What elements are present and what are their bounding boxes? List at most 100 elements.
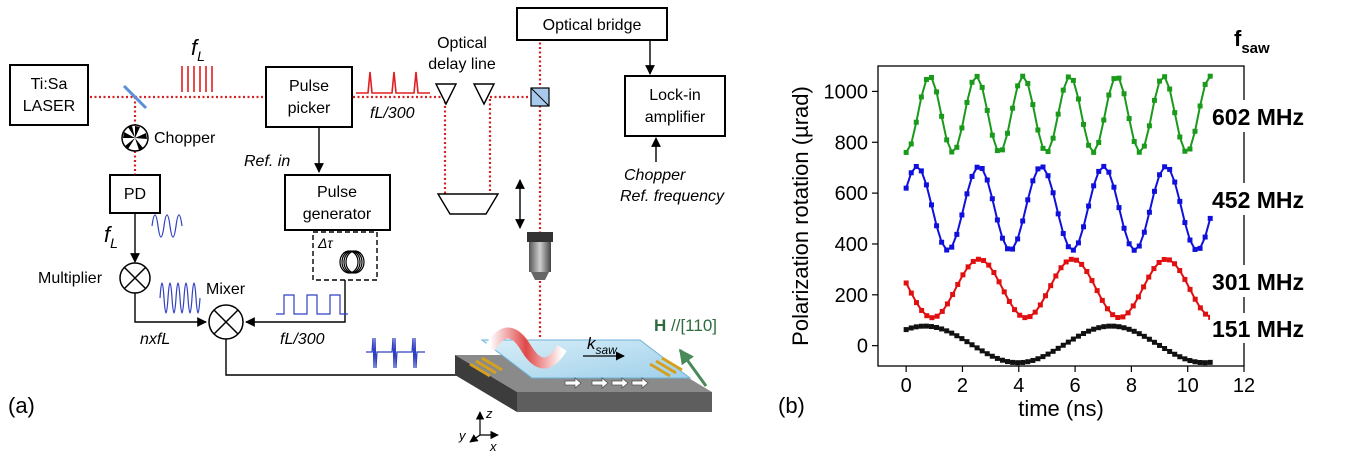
data-point (928, 74, 934, 80)
data-point (1207, 73, 1213, 79)
data-point (969, 342, 975, 348)
data-point (1121, 225, 1127, 231)
x-tick-label-6: 6 (1070, 375, 1081, 397)
data-point (1130, 303, 1136, 309)
data-point (1197, 103, 1203, 109)
data-point (955, 281, 961, 287)
lockin-label-1: Lock-in (649, 87, 701, 104)
data-point (913, 119, 919, 125)
y-axis-label: Polarization rotation (µrad) (788, 86, 813, 346)
data-point (964, 191, 970, 197)
data-point (1065, 339, 1071, 345)
data-point (1030, 178, 1036, 184)
series-label-151: 151 MHz (1212, 316, 1304, 342)
fsaw-header: fsaw (1234, 26, 1270, 57)
x-tick-label-8: 8 (1126, 375, 1137, 397)
label-bg-151 (1210, 313, 1328, 343)
data-point (969, 173, 975, 179)
data-point (944, 301, 950, 307)
data-point (1048, 283, 1054, 289)
data-point (1035, 166, 1041, 172)
chopper-label: Chopper (154, 130, 216, 147)
fl300-top-label: fL/300 (370, 105, 415, 122)
data-point (986, 262, 992, 268)
data-point (959, 125, 965, 131)
data-point (1045, 149, 1051, 155)
data-point (1177, 198, 1183, 204)
data-point (1065, 244, 1071, 250)
chopper-ref-label-2: Ref. frequency (620, 188, 725, 205)
chopper-ref-label-1: Chopper (624, 167, 686, 184)
data-point (1136, 331, 1142, 337)
data-point (1030, 357, 1036, 363)
data-point (1081, 121, 1087, 127)
data-point (1182, 356, 1188, 362)
data-point (1070, 247, 1076, 253)
data-point (1058, 265, 1064, 271)
data-point (903, 149, 909, 155)
data-point (1096, 168, 1102, 174)
data-point (1207, 215, 1213, 221)
data-point (1035, 356, 1041, 362)
data-point (1146, 336, 1152, 342)
data-point (1116, 205, 1122, 211)
data-point (1075, 240, 1081, 246)
mixer-label: Mixer (206, 281, 246, 298)
label-bg-602 (1208, 100, 1328, 132)
data-point (903, 327, 909, 333)
data-point (1126, 116, 1132, 122)
data-point (939, 308, 945, 314)
data-point (1020, 73, 1026, 79)
data-point (1126, 241, 1132, 247)
data-point (1086, 142, 1092, 148)
data-point (1111, 76, 1117, 82)
data-point (1005, 359, 1011, 365)
data-point (1182, 220, 1188, 226)
pulse-picker-label-1: Pulse (289, 78, 329, 95)
wire-multiplier-mixer (134, 293, 207, 327)
data-point (1187, 237, 1193, 243)
data-point (1060, 230, 1066, 236)
data-point (1126, 326, 1132, 332)
ref-in-label: Ref. in (244, 153, 290, 170)
data-point (1131, 328, 1137, 334)
data-point (1161, 256, 1167, 262)
data-point (1055, 111, 1061, 117)
data-point (1125, 310, 1131, 316)
data-point (1207, 359, 1213, 365)
series-3 (903, 323, 1213, 366)
data-point (974, 164, 980, 170)
data-point (969, 79, 975, 85)
data-point (1091, 183, 1097, 189)
data-point (989, 132, 995, 138)
data-point (979, 348, 985, 354)
microscope-objective-icon (527, 232, 553, 280)
panel-a-schematic: Ti:Sa LASER fL Chopper PD fL Multiplier (8, 7, 726, 454)
nxfl-label: nxfL (140, 331, 170, 348)
data-point (1192, 246, 1198, 252)
data-point (1020, 218, 1026, 224)
h-field-label: H //[110] (654, 316, 717, 335)
data-point (959, 336, 965, 342)
data-point (1096, 325, 1102, 331)
data-point (979, 166, 985, 172)
laser-label-2: LASER (23, 98, 75, 115)
data-point (1104, 306, 1110, 312)
data-point (1167, 86, 1173, 92)
data-point (1136, 149, 1142, 155)
data-point (1050, 190, 1056, 196)
delay-line-prisms (434, 83, 500, 215)
data-point (1081, 224, 1087, 230)
data-point (1070, 77, 1076, 83)
data-point (939, 239, 945, 245)
data-point (1106, 323, 1112, 329)
data-point (1136, 243, 1142, 249)
axis-y-label: y (458, 428, 467, 443)
pulse-train-sparse-icon (356, 71, 430, 94)
data-point (994, 148, 1000, 154)
data-point (913, 300, 919, 306)
data-point (974, 345, 980, 351)
data-point (1177, 354, 1183, 360)
data-point (1075, 333, 1081, 339)
data-point (903, 280, 909, 286)
